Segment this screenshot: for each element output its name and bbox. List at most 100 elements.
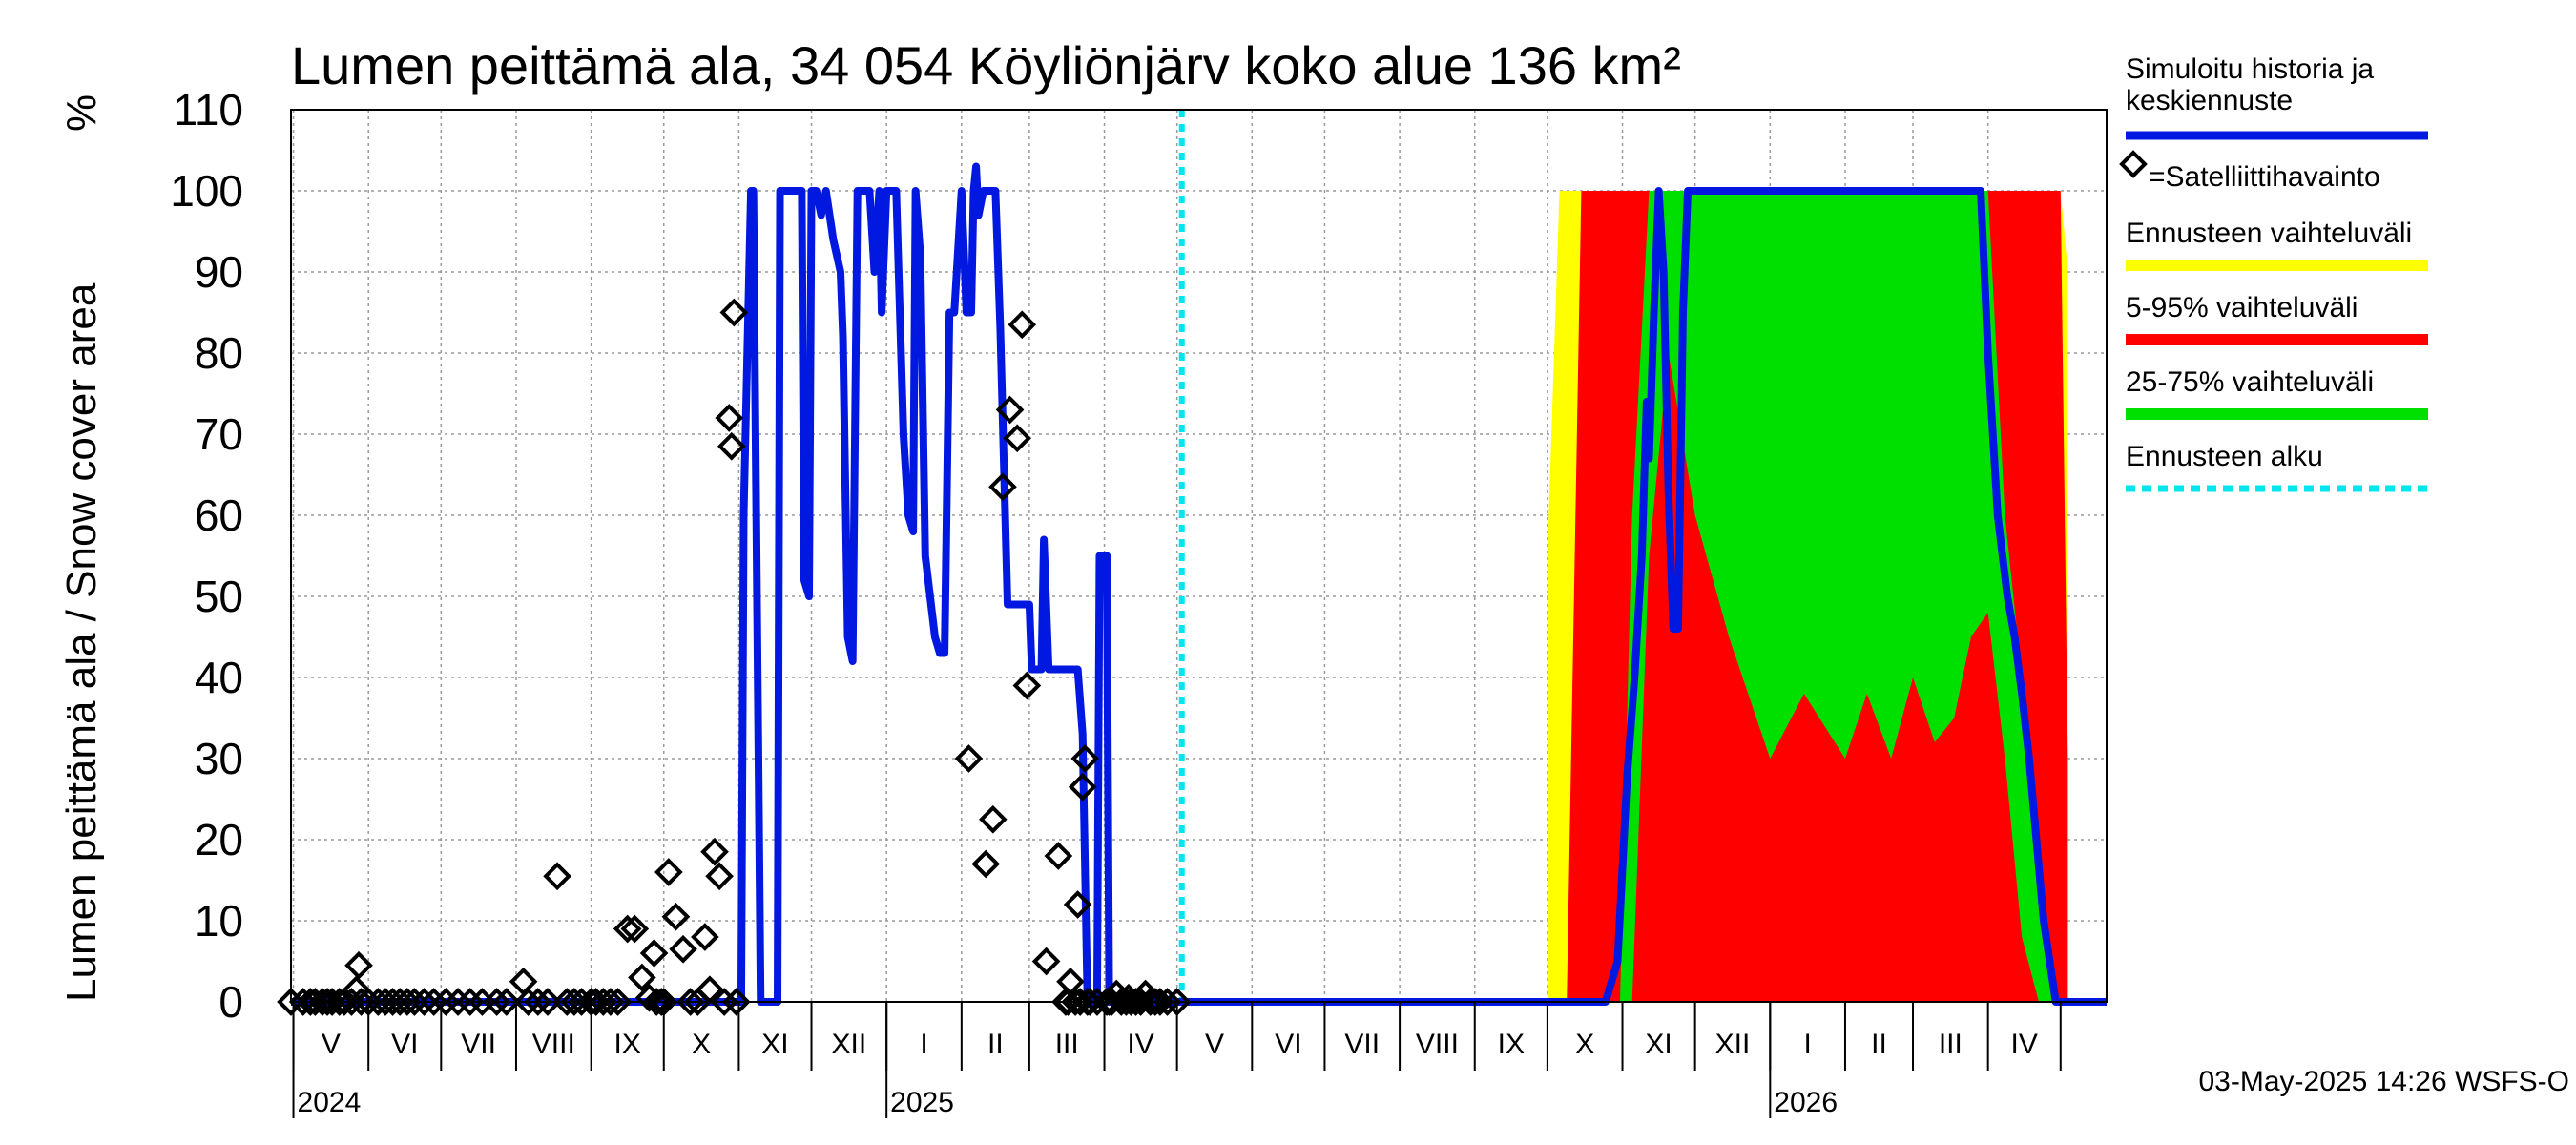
satellite-point xyxy=(1044,842,1073,870)
plot-frame xyxy=(290,109,2108,1003)
y-tick-label: 50 xyxy=(195,572,243,621)
legend-label-simulated: Simuloitu historia ja xyxy=(2126,53,2374,85)
satellite-point xyxy=(1053,988,1083,1016)
y-tick-label: 0 xyxy=(218,977,243,1027)
month-label: VIII xyxy=(532,1029,575,1060)
satellite-point xyxy=(995,395,1025,425)
satellite-point xyxy=(717,431,746,461)
satellite-point xyxy=(444,988,472,1016)
satellite-point xyxy=(988,472,1017,502)
satellite-point xyxy=(675,988,705,1016)
satellite-point xyxy=(482,988,511,1016)
legend-label-satellite: =Satelliittihavainto xyxy=(2149,161,2380,193)
series-layer xyxy=(291,110,2107,1006)
forecast-bands xyxy=(1547,191,2068,1002)
legend-label-simulated-2: keskiennuste xyxy=(2126,85,2293,116)
satellite-point xyxy=(1063,890,1092,919)
year-label: 2024 xyxy=(298,1087,362,1118)
satellite-point xyxy=(954,744,984,773)
series-line-simulated xyxy=(291,162,2107,1006)
satellite-point xyxy=(700,837,729,866)
month-label: I xyxy=(1803,1029,1811,1060)
month-label: II xyxy=(1871,1029,1887,1060)
satellite-point xyxy=(596,988,625,1016)
y-axis-unit: % xyxy=(58,94,105,132)
y-tick-label: 70 xyxy=(195,409,243,459)
month-label: V xyxy=(1205,1029,1224,1060)
month-label: VII xyxy=(1344,1029,1380,1060)
satellite-point xyxy=(705,862,734,891)
month-label: VII xyxy=(461,1029,496,1060)
satellite-point xyxy=(543,862,571,891)
satellite-point xyxy=(509,967,538,996)
satellite-point xyxy=(710,988,739,1016)
plot-border xyxy=(290,109,2108,1003)
y-tick-label: 100 xyxy=(170,166,243,216)
month-label: X xyxy=(1575,1029,1594,1060)
satellite-point xyxy=(419,988,448,1016)
satellite-point xyxy=(491,988,521,1016)
satellite-markers xyxy=(277,298,1192,1016)
satellite-point xyxy=(978,804,1008,834)
month-label: IX xyxy=(614,1029,641,1060)
legend-label-forecast-start: Ennusteen alku xyxy=(2126,441,2323,472)
y-tick-label: 90 xyxy=(195,247,243,297)
y-tick-label: 110 xyxy=(174,85,243,135)
month-label: II xyxy=(987,1029,1004,1060)
satellite-point xyxy=(691,923,719,951)
y-tick-label: 30 xyxy=(195,734,243,783)
month-label: XI xyxy=(761,1029,788,1060)
y-tick-label: 80 xyxy=(195,328,243,378)
satellite-point xyxy=(639,939,669,968)
satellite-point xyxy=(628,963,656,992)
satellite-point xyxy=(1003,424,1032,453)
satellite-point xyxy=(1153,988,1182,1016)
month-label: V xyxy=(322,1029,341,1060)
legend-label-ens: Ennusteen vaihteluväli xyxy=(2126,218,2412,249)
satellite-point xyxy=(455,988,485,1016)
satellite-point xyxy=(513,988,543,1016)
satellite-point xyxy=(344,950,373,980)
satellite-point xyxy=(324,988,354,1016)
satellite-point xyxy=(523,988,552,1016)
x-axis: V VI VII VIII IX X XI XII I II III IV V VI VII VIII IX X X… xyxy=(292,1002,2062,1118)
timestamp-label: 03-May-2025 14:26 WSFS-O xyxy=(2199,1066,2570,1097)
satellite-point xyxy=(400,988,429,1016)
month-label: IV xyxy=(1127,1029,1153,1060)
satellite-point xyxy=(613,914,642,944)
satellite-point xyxy=(642,988,671,1016)
legend-label-p2575: 25-75% vaihteluväli xyxy=(2126,366,2374,398)
month-label: VIII xyxy=(1416,1029,1459,1060)
satellite-point xyxy=(533,988,562,1016)
satellite-point xyxy=(288,988,318,1016)
chart-title: Lumen peittämä ala, 34 054 Köyliönjärv k… xyxy=(291,35,1681,95)
legend-label-p595: 5-95% vaihteluväli xyxy=(2126,292,2358,323)
satellite-point xyxy=(971,849,1001,879)
satellite-point xyxy=(722,988,751,1016)
y-tick-labels: 0 10 20 30 40 50 60 70 80 90 100 110 xyxy=(170,85,243,1027)
month-label: VI xyxy=(391,1029,418,1060)
satellite-point xyxy=(719,298,749,327)
satellite-point xyxy=(669,934,697,964)
month-label: III xyxy=(1939,1029,1963,1060)
y-axis-label: Lumen peittämä ala / Snow cover area xyxy=(58,282,105,1002)
band-25-75 xyxy=(1547,191,2068,1002)
month-label: VI xyxy=(1275,1029,1301,1060)
y-tick-label: 40 xyxy=(195,653,243,702)
satellite-point xyxy=(661,902,691,931)
year-label: 2026 xyxy=(1774,1087,1838,1118)
satellite-point xyxy=(431,988,461,1016)
satellite-point xyxy=(1140,988,1170,1016)
month-label: IX xyxy=(1498,1029,1525,1060)
satellite-point xyxy=(409,988,439,1016)
satellite-point xyxy=(1070,744,1100,773)
satellite-point xyxy=(318,988,346,1016)
y-tick-label: 10 xyxy=(195,896,243,946)
satellite-point xyxy=(1008,310,1037,340)
satellite-point xyxy=(1068,772,1097,802)
satellite-point xyxy=(1012,671,1042,700)
month-label: X xyxy=(692,1029,711,1060)
month-label: XII xyxy=(1715,1029,1751,1060)
